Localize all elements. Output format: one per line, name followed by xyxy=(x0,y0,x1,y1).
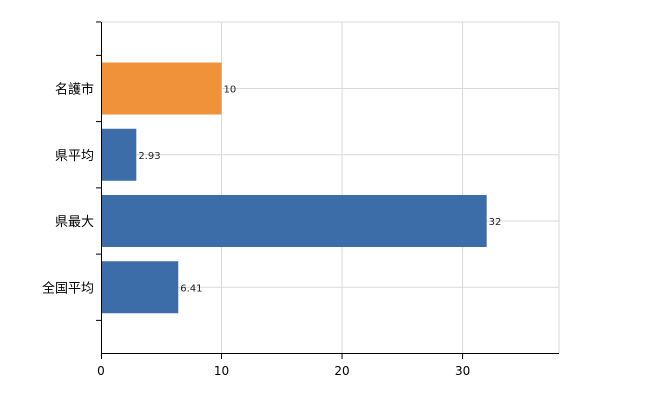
x-tick-label: 30 xyxy=(455,364,470,378)
x-tick-label: 0 xyxy=(97,364,105,378)
bar xyxy=(101,195,487,247)
x-tick-label: 10 xyxy=(214,364,229,378)
bar xyxy=(101,261,179,314)
bars xyxy=(101,62,487,314)
bar xyxy=(101,128,137,181)
x-tick-label: 20 xyxy=(334,364,349,378)
data-label: 32 xyxy=(489,217,502,228)
y-tick-label: 名護市 xyxy=(55,82,94,98)
y-tick-label: 全国平均 xyxy=(42,280,94,296)
data-label: 10 xyxy=(224,85,237,96)
data-labels: 10 2.93 32 6.41 xyxy=(138,85,501,295)
data-label: 2.93 xyxy=(138,151,160,162)
data-label: 6.41 xyxy=(180,283,202,294)
bar xyxy=(101,62,222,115)
y-tick-label: 県最大 xyxy=(55,215,94,230)
y-tick-label: 県平均 xyxy=(55,149,94,164)
